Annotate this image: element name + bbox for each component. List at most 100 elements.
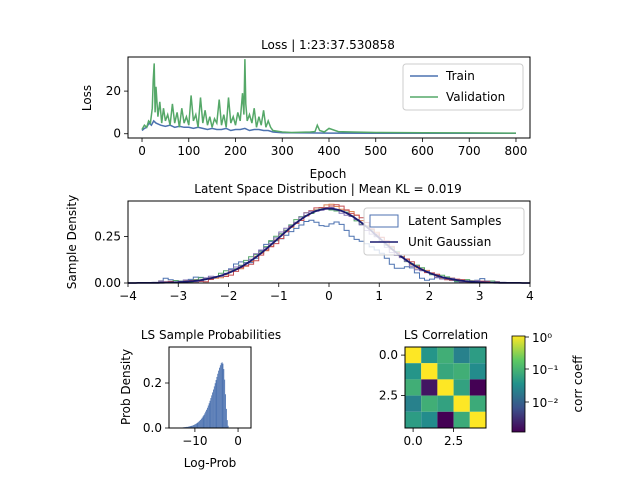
ls-correlation-cells — [405, 347, 486, 428]
ls-probability-bar — [214, 386, 215, 428]
ls-probability-bar — [195, 424, 196, 428]
latent-chart: Latent Space Distribution | Mean KL = 0.… — [65, 182, 534, 303]
ls-correlation-cell — [405, 363, 421, 379]
ls-correlation-x-tick-label: 0.0 — [404, 434, 423, 448]
ls-probability-bar — [202, 418, 203, 428]
loss-legend: Train Validation — [403, 64, 523, 110]
latent-x-tick-label: −3 — [169, 289, 187, 303]
ls-probability-bar — [207, 408, 208, 428]
latent-y-ticks: 0.000.25 — [94, 229, 128, 290]
ls-correlation-y-tick-label: 2.5 — [379, 389, 398, 403]
latent-x-tick-label: −4 — [119, 289, 137, 303]
ls-correlation-cell — [405, 412, 421, 428]
ls-probability-bar — [224, 380, 225, 428]
ls-probability-bar — [210, 398, 211, 428]
ls-probability-bar — [221, 363, 222, 428]
ls-probability-bar — [204, 415, 205, 428]
colorbar-tick-label: 10⁻¹ — [532, 363, 559, 377]
ls-correlation-cell — [454, 412, 470, 428]
loss-y-tick-label: 20 — [106, 84, 121, 98]
loss-x-tick-label: 500 — [364, 144, 387, 158]
ls-correlation-x-tick-label: 2.5 — [444, 434, 463, 448]
ls-probability-y-ticks: 0.00.2 — [143, 376, 169, 435]
ls-probability-y-tick-label: 0.2 — [143, 376, 162, 390]
ls-correlation-cell — [454, 396, 470, 412]
ls-correlation-cell — [405, 396, 421, 412]
ls-probability-x-tick-label: 0 — [234, 434, 242, 448]
ls-correlation-cell — [421, 363, 437, 379]
ls-probability-bar — [215, 383, 216, 428]
ls-probability-bar — [218, 371, 219, 428]
ls-probability-x-tick-label: −10 — [182, 434, 207, 448]
ls-probability-bar — [225, 394, 226, 428]
ls-correlation-cell — [421, 379, 437, 395]
loss-x-tick-label: 200 — [224, 144, 247, 158]
ls-correlation-cell — [454, 379, 470, 395]
ls-correlation-cell — [470, 363, 486, 379]
ls-probability-bar — [203, 416, 204, 428]
ls-probability-bar — [197, 423, 198, 428]
ls-correlation-cell — [421, 396, 437, 412]
ls-probability-bar — [209, 403, 210, 428]
ls-probability-bar — [222, 362, 223, 428]
latent-legend: Latent Samples Unit Gaussian — [364, 208, 524, 255]
latent-y-tick-label: 0.00 — [94, 276, 121, 290]
loss-y-ticks: 0 20 — [106, 84, 128, 141]
latent-x-tick-label: 3 — [476, 289, 484, 303]
loss-y-axis-label: Loss — [80, 85, 94, 111]
ls-probability-bar — [196, 424, 197, 428]
latent-y-axis-label: Sample Density — [65, 195, 79, 289]
ls-probability-bars — [178, 362, 230, 428]
latent-chart-title: Latent Space Distribution | Mean KL = 0.… — [194, 182, 461, 196]
ls-correlation-cell — [437, 412, 453, 428]
ls-probability-bar — [220, 365, 221, 428]
loss-x-tick-label: 600 — [411, 144, 434, 158]
ls-probability-y-axis-label: Prob Density — [119, 349, 133, 425]
latent-x-tick-label: 4 — [526, 289, 534, 303]
ls-correlation-title: LS Correlation — [404, 328, 488, 342]
ls-probability-bar — [211, 395, 212, 428]
loss-chart-title: Loss | 1:23:37.530858 — [261, 38, 395, 52]
colorbar-tick-label: 10⁻² — [532, 396, 559, 410]
ls-correlation-cell — [470, 396, 486, 412]
loss-x-tick-label: 100 — [177, 144, 200, 158]
ls-correlation-cell — [421, 347, 437, 363]
ls-correlation-cell — [437, 396, 453, 412]
ls-probability-bar — [198, 422, 199, 428]
ls-correlation-cell — [405, 347, 421, 363]
ls-probability-bar — [197, 422, 198, 428]
ls-correlation-cell — [437, 363, 453, 379]
latent-x-tick-label: 1 — [375, 289, 383, 303]
ls-correlation-cell — [470, 412, 486, 428]
ls-probability-bar — [219, 368, 220, 428]
ls-correlation-cell — [470, 347, 486, 363]
ls-correlation-cell — [454, 363, 470, 379]
latent-legend-samples-label: Latent Samples — [408, 214, 502, 228]
ls-probability-bar — [226, 409, 227, 428]
ls-probability-bar — [216, 380, 217, 428]
ls-probability-bar — [205, 412, 206, 428]
ls-correlation-cell — [437, 347, 453, 363]
ls-probability-x-axis-label: Log-Prob — [184, 456, 236, 470]
latent-x-tick-label: 2 — [426, 289, 434, 303]
ls-probability-bar — [204, 413, 205, 428]
loss-y-tick-label: 0 — [113, 127, 121, 141]
loss-x-axis-label: Epoch — [310, 167, 347, 181]
loss-x-tick-label: 800 — [505, 144, 528, 158]
ls-correlation-y-tick-label: 0.0 — [379, 348, 398, 362]
ls-correlation-cell — [454, 347, 470, 363]
ls-probability-bar — [223, 364, 224, 428]
ls-correlation-cell — [421, 412, 437, 428]
ls-probability-bar — [206, 410, 207, 428]
ls-probability-x-ticks: −10 0 — [182, 428, 242, 448]
latent-x-tick-label: 0 — [325, 289, 333, 303]
ls-probability-bar — [216, 377, 217, 428]
ls-correlation-cell — [470, 379, 486, 395]
ls-probability-bar — [227, 420, 228, 428]
loss-x-tick-label: 300 — [271, 144, 294, 158]
